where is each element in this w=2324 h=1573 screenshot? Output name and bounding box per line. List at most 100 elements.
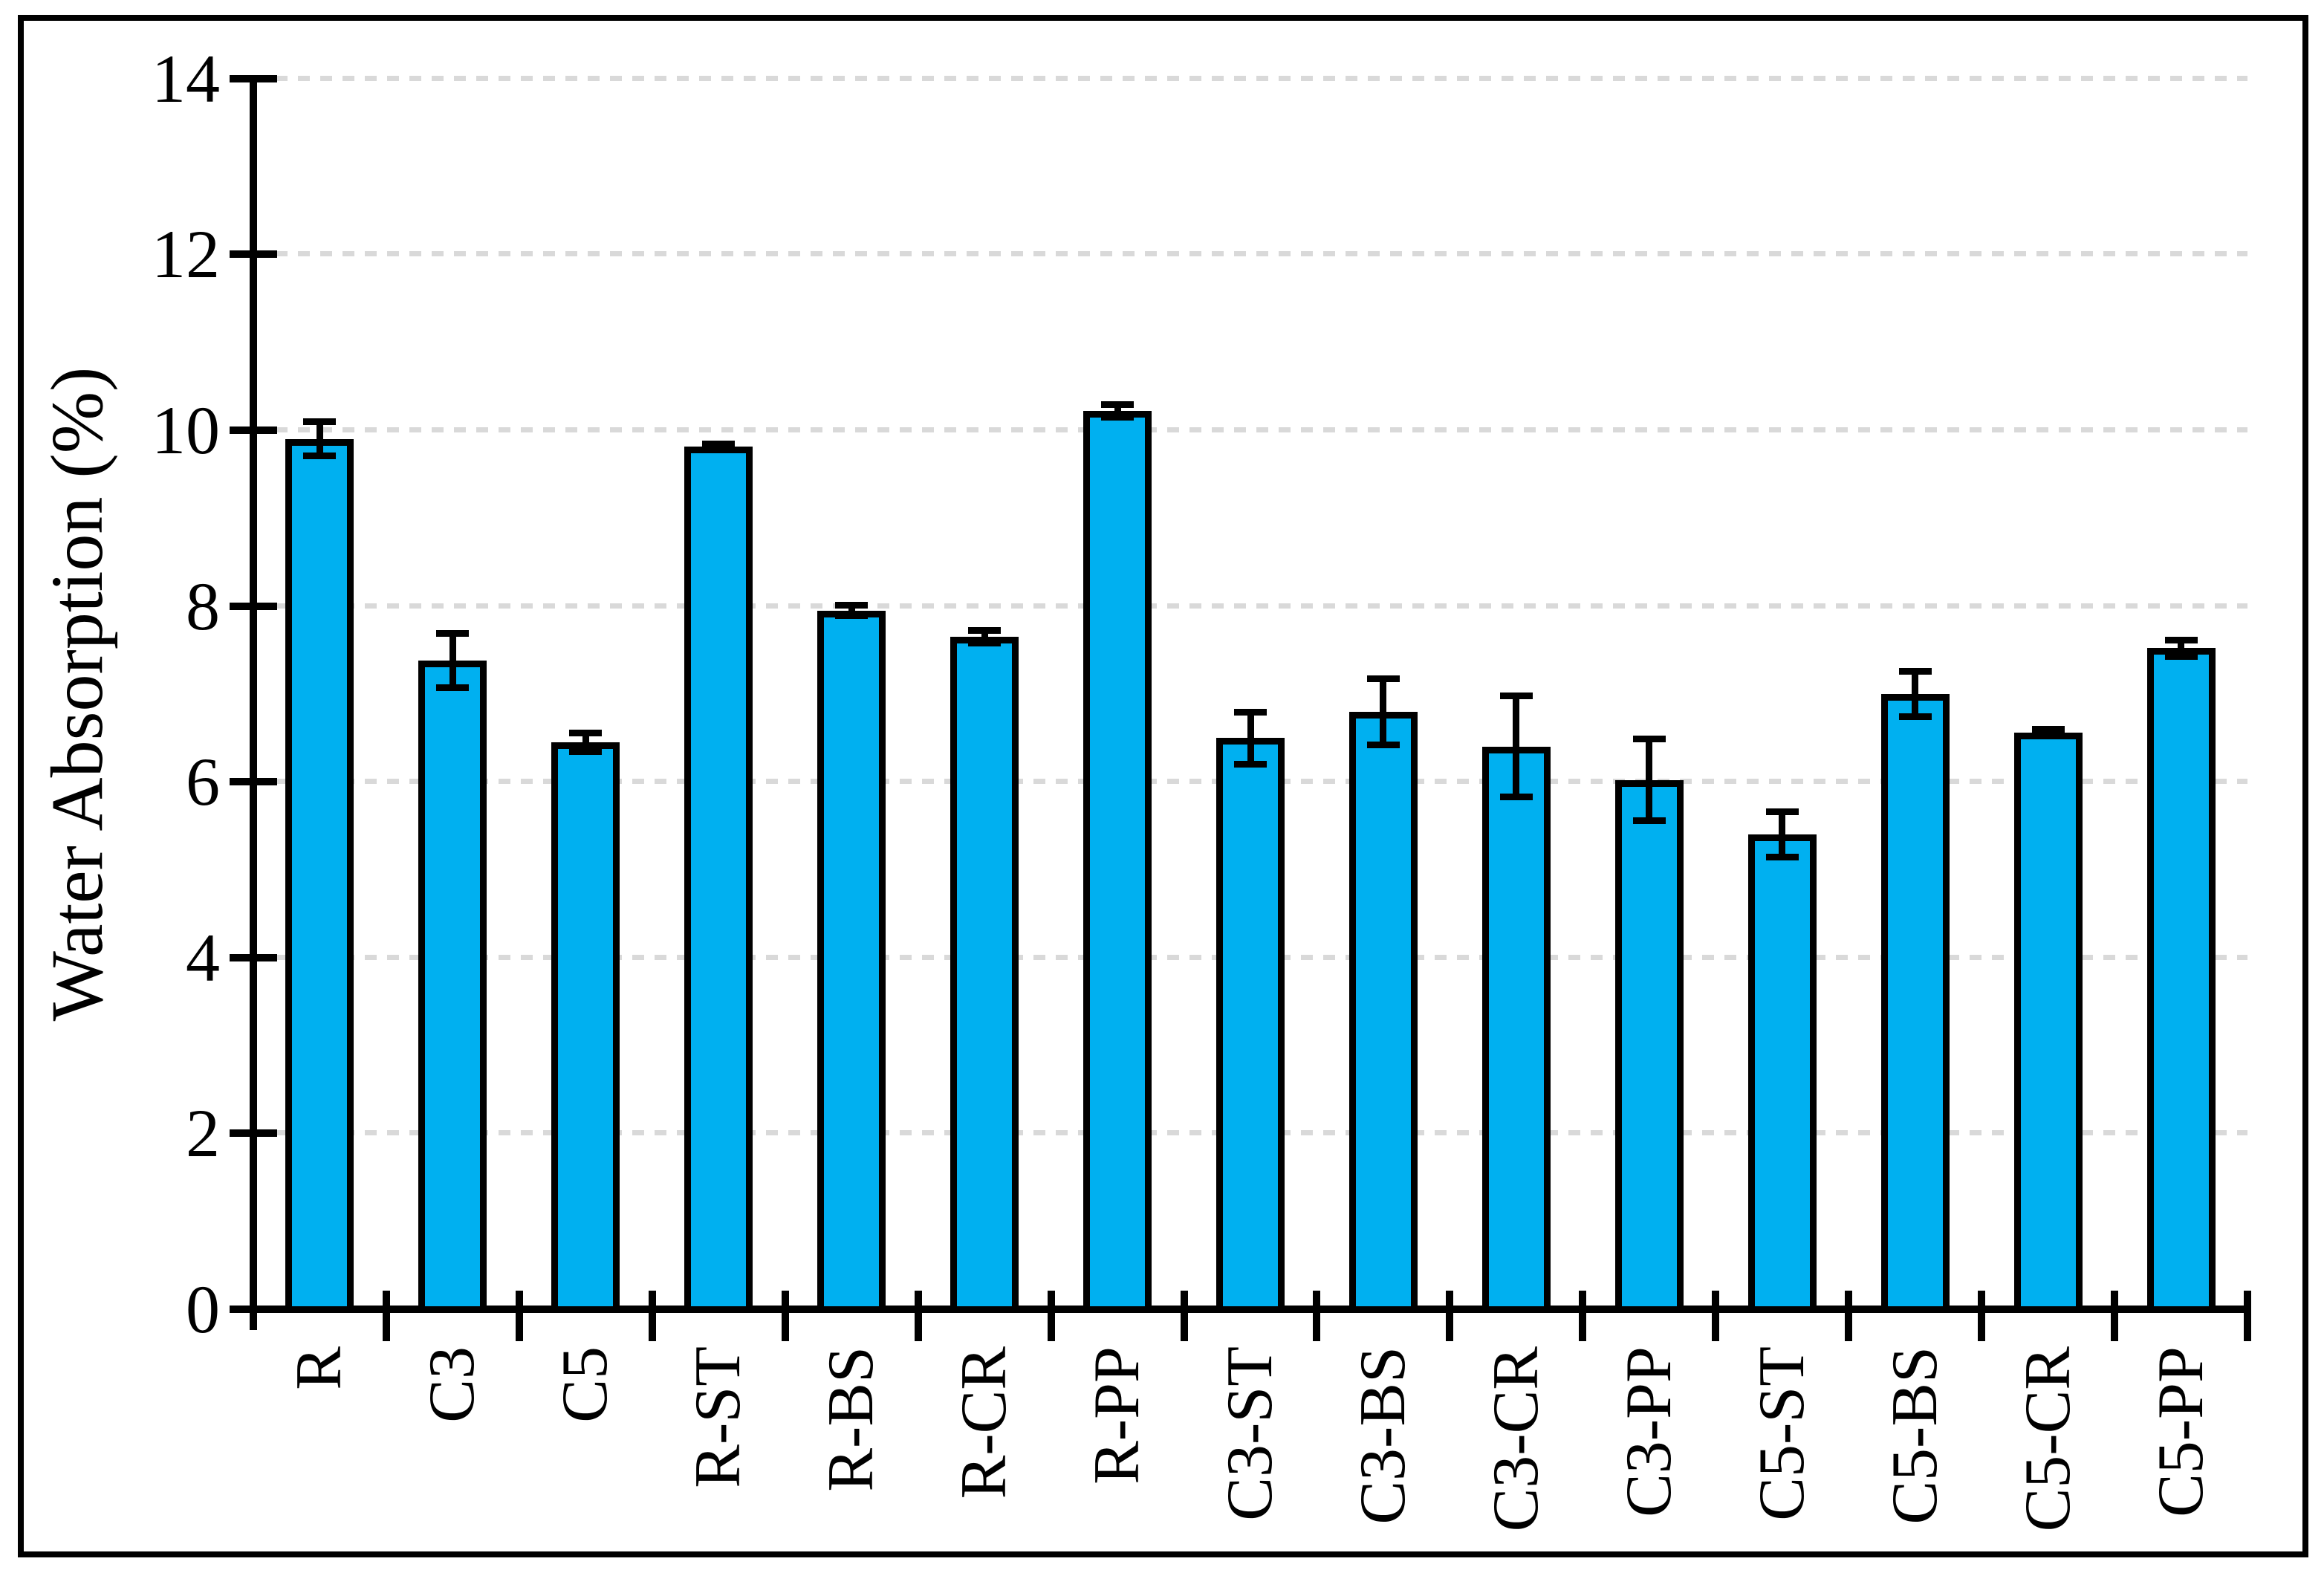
bar-C3 <box>418 660 487 1313</box>
x-tick-9 <box>1446 1291 1454 1341</box>
bar-C3-CR <box>1481 746 1551 1313</box>
error-bar-C5-BS <box>1912 671 1919 717</box>
x-tick-label-R-ST: R-ST <box>682 1346 755 1488</box>
x-tick-label-C3-ST: C3-ST <box>1214 1346 1286 1521</box>
bar-R-ST <box>684 447 753 1313</box>
y-tick-12 <box>230 250 277 259</box>
bar-C5-BS <box>1880 693 1950 1313</box>
gridline-y-14 <box>253 75 2247 81</box>
x-tick-label-C5-PP: C5-PP <box>2144 1346 2217 1517</box>
gridline-y-10 <box>253 427 2247 432</box>
error-bar-C3-CR <box>1513 695 1520 798</box>
x-tick-8 <box>1313 1291 1321 1341</box>
error-bar-cap-top-C5-PP <box>2164 636 2198 643</box>
y-tick-4 <box>230 953 277 961</box>
error-bar-cap-bottom-C5-CR <box>2031 732 2065 739</box>
x-tick-11 <box>1712 1291 1720 1341</box>
error-bar-cap-bottom-C3-PP <box>1632 817 1666 825</box>
error-bar-cap-bottom-R-CR <box>968 640 1002 647</box>
y-tick-2 <box>230 1129 277 1138</box>
y-tick-8 <box>230 602 277 610</box>
y-tick-label-12: 12 <box>152 216 220 293</box>
error-bar-cap-top-C3-PP <box>1632 736 1666 743</box>
figure-border <box>18 15 2308 1557</box>
error-bar-cap-top-R <box>303 418 337 426</box>
x-tick-6 <box>1047 1291 1055 1341</box>
error-bar-R-PP <box>1114 403 1121 418</box>
x-tick-label-R-PP: R-PP <box>1081 1346 1154 1485</box>
y-tick-14 <box>230 74 277 82</box>
bar-C3-BS <box>1348 711 1418 1313</box>
x-tick-label-R: R <box>283 1346 356 1390</box>
error-bar-cap-top-R-ST <box>702 440 736 447</box>
error-bar-C3-BS <box>1380 678 1387 745</box>
x-tick-7 <box>1180 1291 1188 1341</box>
y-tick-label-6: 6 <box>186 744 220 820</box>
x-tick-15 <box>2244 1291 2251 1341</box>
x-tick-label-C3: C3 <box>416 1346 489 1423</box>
x-tick-label-C3-PP: C3-PP <box>1612 1346 1685 1517</box>
y-tick-label-4: 4 <box>186 919 220 996</box>
y-tick-label-2: 2 <box>186 1095 220 1172</box>
y-tick-0 <box>230 1306 277 1313</box>
x-tick-label-R-CR: R-CR <box>948 1346 1021 1499</box>
error-bar-cap-top-C3 <box>436 630 470 638</box>
error-bar-cap-bottom-R-PP <box>1101 414 1135 421</box>
error-bar-cap-top-R-PP <box>1101 400 1135 408</box>
x-tick-4 <box>781 1291 789 1341</box>
x-tick-13 <box>1978 1291 1986 1341</box>
error-bar-cap-bottom-R-ST <box>702 447 736 454</box>
y-tick-6 <box>230 778 277 786</box>
y-tick-label-10: 10 <box>152 392 220 468</box>
error-bar-cap-top-C5-BS <box>1898 668 1932 675</box>
y-tick-label-0: 0 <box>186 1271 220 1347</box>
bar-C5 <box>551 742 620 1313</box>
error-bar-cap-top-R-CR <box>968 626 1002 634</box>
error-bar-R <box>316 421 323 457</box>
error-bar-C3-PP <box>1646 739 1653 822</box>
error-bar-C5-PP <box>2178 639 2185 658</box>
error-bar-cap-top-C3-BS <box>1366 675 1400 682</box>
bar-C3-ST <box>1216 738 1285 1313</box>
error-bar-R-BS <box>848 605 855 616</box>
bar-C3-PP <box>1614 779 1684 1313</box>
error-bar-C3-ST <box>1247 711 1254 765</box>
bar-R <box>285 438 354 1313</box>
error-bar-cap-bottom-C3 <box>436 684 470 691</box>
error-bar-C3 <box>449 633 456 688</box>
gridline-y-8 <box>253 603 2247 609</box>
error-bar-cap-top-C3-ST <box>1234 708 1267 716</box>
y-axis-title: Water Absorption (%) <box>36 366 118 1022</box>
bar-R-BS <box>817 610 886 1313</box>
x-tick-3 <box>648 1291 656 1341</box>
y-axis-line <box>250 75 257 1330</box>
x-tick-label-C5-CR: C5-CR <box>2011 1346 2084 1532</box>
error-bar-cap-bottom-R <box>303 453 337 460</box>
x-tick-10 <box>1579 1291 1587 1341</box>
error-bar-C5 <box>582 732 589 752</box>
x-tick-2 <box>515 1291 523 1341</box>
error-bar-cap-top-C3-CR <box>1499 693 1533 700</box>
error-bar-cap-bottom-C3-CR <box>1499 794 1533 801</box>
error-bar-C5-ST <box>1779 811 1786 857</box>
error-bar-cap-bottom-C5 <box>569 747 603 755</box>
error-bar-cap-top-R-BS <box>835 602 869 609</box>
error-bar-cap-bottom-C3-BS <box>1366 741 1400 748</box>
bar-C5-PP <box>2146 648 2216 1313</box>
x-tick-12 <box>1845 1291 1853 1341</box>
x-tick-label-C3-BS: C3-BS <box>1346 1346 1419 1525</box>
x-tick-label-C5: C5 <box>549 1346 622 1423</box>
error-bar-cap-top-C5-ST <box>1765 808 1799 816</box>
y-tick-label-8: 8 <box>186 568 220 644</box>
x-tick-14 <box>2111 1291 2119 1341</box>
error-bar-cap-bottom-C5-ST <box>1765 853 1799 860</box>
y-tick-10 <box>230 427 277 434</box>
error-bar-cap-bottom-C3-ST <box>1234 760 1267 768</box>
x-tick-label-C5-ST: C5-ST <box>1745 1346 1818 1521</box>
gridline-y-12 <box>253 251 2247 257</box>
error-bar-cap-bottom-R-BS <box>835 612 869 619</box>
error-bar-cap-top-C5 <box>569 729 603 736</box>
bar-R-PP <box>1083 410 1152 1313</box>
error-bar-cap-bottom-C5-PP <box>2164 653 2198 661</box>
